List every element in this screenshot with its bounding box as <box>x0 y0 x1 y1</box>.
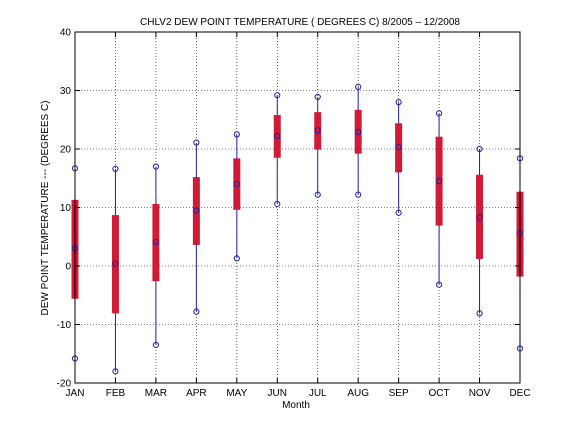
box-feb <box>111 165 119 375</box>
iqr-box <box>273 115 281 158</box>
x-tick-label: MAY <box>226 388 247 399</box>
median-marker <box>152 238 160 246</box>
median-marker <box>355 128 362 136</box>
iqr-box <box>476 174 484 259</box>
max-marker <box>274 92 281 99</box>
median-marker <box>112 260 119 267</box>
box-nov <box>476 145 484 317</box>
x-tick-label: NOV <box>469 388 491 399</box>
median-marker <box>314 127 321 134</box>
max-marker <box>233 131 240 138</box>
box-apr <box>192 139 200 315</box>
median-marker <box>193 207 200 214</box>
x-tick-label: AUG <box>347 388 369 399</box>
iqr-box <box>152 203 160 282</box>
x-tick-label: OCT <box>429 388 450 399</box>
iqr-box <box>435 136 443 226</box>
x-tick-label: JUL <box>309 388 327 399</box>
min-marker <box>112 368 119 375</box>
max-marker <box>476 145 483 153</box>
iqr-box <box>354 109 362 154</box>
iqr-box <box>233 158 241 210</box>
iqr-box <box>192 177 200 245</box>
grid-lines <box>75 32 520 383</box>
y-axis-label: DEW POINT TEMPERATURE --- (DEGREES C) <box>40 100 51 315</box>
y-tick-label: -10 <box>57 320 72 331</box>
min-marker <box>274 200 281 208</box>
x-axis-ticks: JAN FEB MAR APR MAY JUN JUL AUG SEP OCT NOV DEC <box>66 32 531 399</box>
iqr-box <box>395 123 403 173</box>
box-plots <box>71 83 524 375</box>
x-axis-label: Month <box>282 400 310 411</box>
max-marker <box>193 139 200 146</box>
median-marker <box>476 214 483 221</box>
box-jun <box>273 92 281 208</box>
chart-title: CHLV2 DEW POINT TEMPERATURE ( DEGREES C)… <box>140 17 460 28</box>
box-aug <box>354 83 362 198</box>
box-oct <box>435 110 443 288</box>
box-jul <box>314 93 322 198</box>
min-marker <box>152 341 160 349</box>
x-tick-label: FEB <box>106 388 126 399</box>
x-tick-label: JUN <box>268 388 287 399</box>
y-tick-label: 10 <box>60 203 72 214</box>
max-marker <box>152 163 160 170</box>
min-marker <box>233 255 240 262</box>
x-tick-label: APR <box>186 388 207 399</box>
median-marker <box>435 178 443 185</box>
box-sep <box>395 99 403 216</box>
min-marker <box>435 281 443 288</box>
y-tick-label: 40 <box>60 28 72 39</box>
min-marker <box>314 191 321 198</box>
median-marker <box>233 181 240 188</box>
box-mar <box>152 163 160 349</box>
min-marker <box>193 308 200 315</box>
y-axis-ticks: -20 -10 0 10 20 30 40 <box>57 28 520 390</box>
median-marker <box>395 144 402 151</box>
y-tick-label: 20 <box>60 145 72 156</box>
x-tick-label: JAN <box>66 388 85 399</box>
min-marker <box>355 191 362 198</box>
max-marker <box>314 93 321 101</box>
iqr-box <box>314 112 322 150</box>
max-marker <box>435 110 443 117</box>
median-marker <box>274 133 281 140</box>
y-tick-label: 30 <box>60 86 72 97</box>
max-marker <box>112 165 119 172</box>
x-tick-label: DEC <box>509 388 530 399</box>
y-tick-label: -20 <box>57 379 72 390</box>
max-marker <box>395 99 402 106</box>
min-marker <box>476 310 483 317</box>
x-tick-label: MAR <box>145 388 167 399</box>
max-marker <box>355 83 362 91</box>
min-marker <box>395 209 402 216</box>
iqr-box <box>111 215 119 314</box>
y-tick-label: 0 <box>65 262 71 273</box>
x-tick-label: SEP <box>389 388 409 399</box>
box-may <box>233 131 241 262</box>
